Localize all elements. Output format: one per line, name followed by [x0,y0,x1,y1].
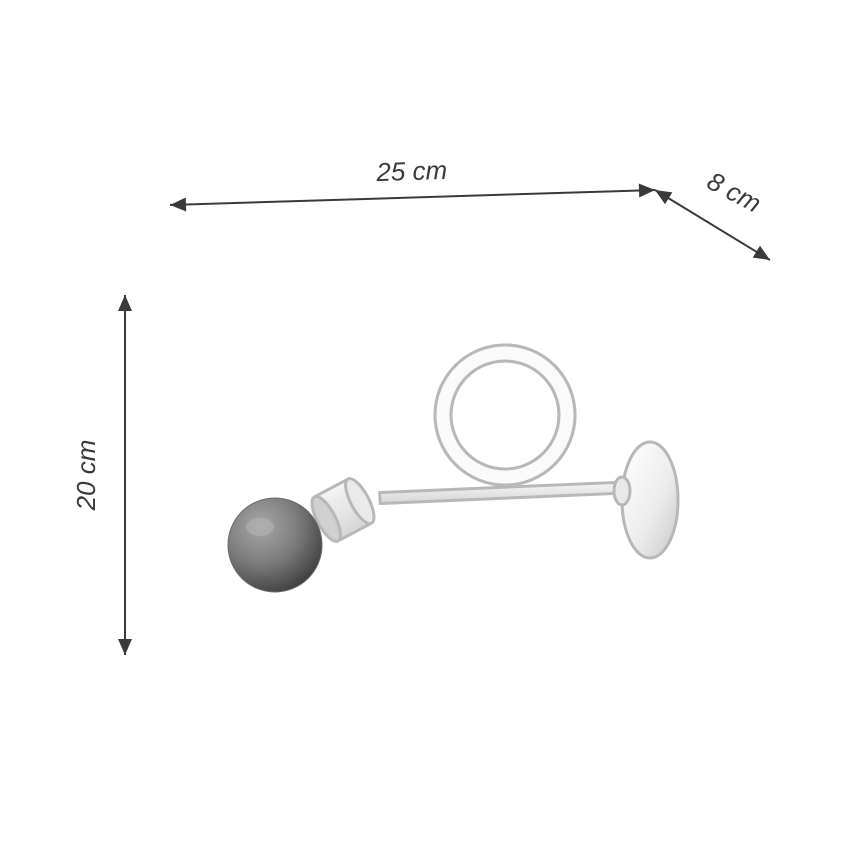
dimension-width-label: 25 cm [375,155,448,187]
dimension-depth: 8 cm [655,166,770,260]
diagram-canvas: 25 cm 8 cm 20 cm [0,0,868,868]
dimension-depth-label: 8 cm [702,166,766,219]
dimension-height-label: 20 cm [71,440,101,512]
dimension-height: 20 cm [71,295,132,655]
dimension-width: 25 cm [170,155,655,212]
diagram-svg: 25 cm 8 cm 20 cm [0,0,868,868]
product-illustration [228,345,678,592]
dimension-lines: 25 cm 8 cm 20 cm [71,155,770,655]
